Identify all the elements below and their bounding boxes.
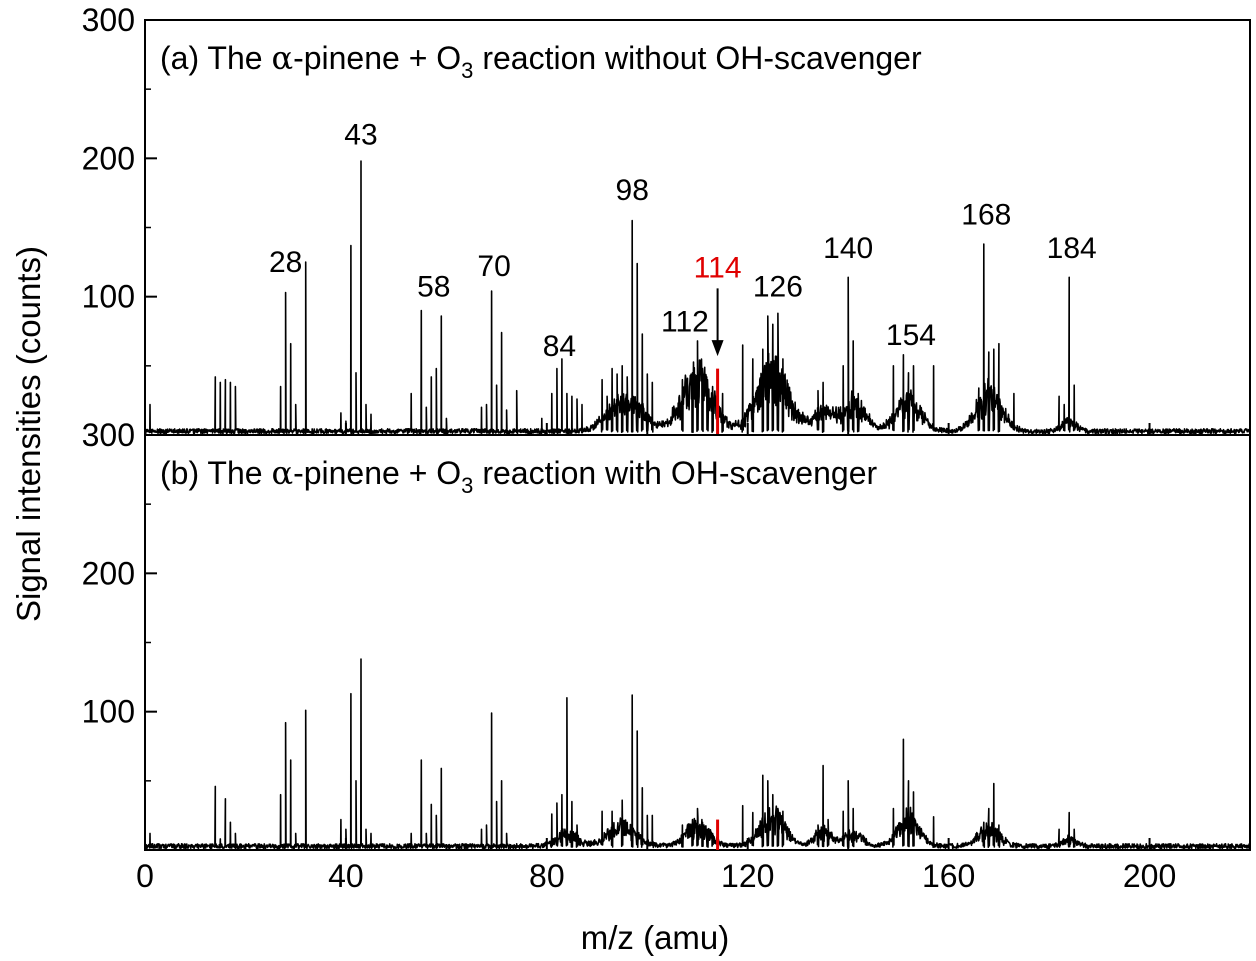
spectrum-line xyxy=(144,658,1251,850)
x-tick-label: 80 xyxy=(529,858,565,894)
peak-label: 114 xyxy=(694,251,742,284)
y-tick-label: 300 xyxy=(82,2,135,38)
peak-label: 70 xyxy=(477,250,510,283)
panel-b: 100 200 300 0 40 80 120 160 200 (b) The α-pinene … xyxy=(82,417,1251,894)
peak-label: 184 xyxy=(1047,232,1097,265)
y-tick-label: 300 xyxy=(82,417,135,453)
peak-label: 140 xyxy=(823,232,873,265)
peak-label: 98 xyxy=(616,174,649,207)
spectrum-line xyxy=(144,160,1251,435)
peak-label: 154 xyxy=(886,319,936,352)
x-tick-label: 160 xyxy=(922,858,975,894)
peak-label: 28 xyxy=(269,246,302,279)
y-tick-label: 200 xyxy=(82,140,135,176)
panels: 100 200 300 (a) The α-pinene + O3 reaction … xyxy=(82,2,1251,894)
panel-frame xyxy=(144,434,1251,851)
peak-label: 168 xyxy=(961,199,1011,232)
panel-title: (b) The α-pinene + O3 reaction with OH-s… xyxy=(160,454,877,498)
panel-a: 100 200 300 (a) The α-pinene + O3 reaction … xyxy=(82,2,1251,436)
x-tick-label: 40 xyxy=(328,858,364,894)
peak-label: 126 xyxy=(753,271,803,304)
y-tick-label: 100 xyxy=(82,279,135,315)
x-tick-label: 120 xyxy=(721,858,774,894)
y-axis-label: Signal intensities (counts) xyxy=(10,246,47,622)
x-axis-label: m/z (amu) xyxy=(581,919,730,956)
peak-label: 58 xyxy=(417,271,450,304)
peak-label: 84 xyxy=(543,330,576,363)
x-tick-label: 200 xyxy=(1123,858,1176,894)
y-tick-label: 100 xyxy=(82,694,135,730)
peak-label: 112 xyxy=(661,305,709,338)
x-tick-label: 0 xyxy=(136,858,154,894)
peak-label: 43 xyxy=(344,119,377,152)
y-tick-label: 200 xyxy=(82,555,135,591)
arrow-head xyxy=(711,340,724,357)
panel-title: (a) The α-pinene + O3 reaction without O… xyxy=(160,39,922,83)
